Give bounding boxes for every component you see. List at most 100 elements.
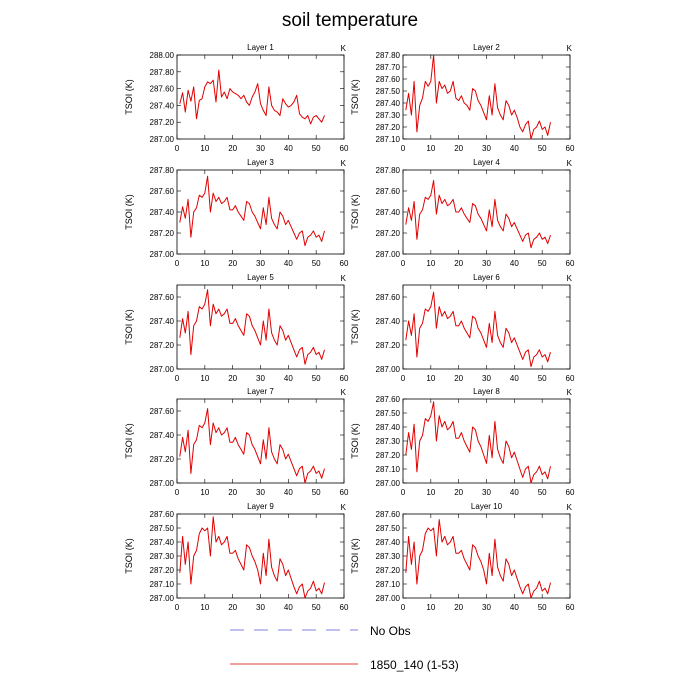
y-tick-label: 287.10 xyxy=(150,580,175,589)
x-tick-label: 40 xyxy=(510,259,519,268)
x-tick-label: 20 xyxy=(454,144,463,153)
x-tick-label: 60 xyxy=(566,144,575,153)
x-tick-label: 30 xyxy=(482,374,491,383)
x-tick-label: 60 xyxy=(340,603,349,612)
y-tick-label: 287.60 xyxy=(376,187,401,196)
y-tick-label: 287.50 xyxy=(376,87,401,96)
x-tick-label: 50 xyxy=(538,488,547,497)
y-tick-label: 287.40 xyxy=(150,208,175,217)
series-line xyxy=(405,54,551,140)
series-line xyxy=(405,180,551,249)
unit-label: K xyxy=(567,159,573,168)
y-tick-label: 287.40 xyxy=(376,208,401,217)
unit-label: K xyxy=(341,503,347,512)
y-tick-label: 287.60 xyxy=(150,407,175,416)
x-tick-label: 10 xyxy=(426,374,435,383)
unit-label: K xyxy=(341,44,347,53)
x-tick-label: 30 xyxy=(256,374,265,383)
y-tick-label: 287.00 xyxy=(376,250,401,259)
x-tick-label: 50 xyxy=(312,488,321,497)
x-tick-label: 50 xyxy=(538,259,547,268)
x-tick-label: 20 xyxy=(454,374,463,383)
y-tick-label: 287.80 xyxy=(376,51,401,60)
x-tick-label: 0 xyxy=(175,603,180,612)
x-tick-label: 10 xyxy=(200,144,209,153)
panel-title: Layer 10 xyxy=(471,502,503,511)
x-tick-label: 0 xyxy=(401,144,406,153)
panel-title: Layer 7 xyxy=(247,387,274,396)
y-tick-label: 287.60 xyxy=(150,293,175,302)
plot-frame xyxy=(176,398,345,484)
x-tick-label: 10 xyxy=(426,603,435,612)
panel-title: Layer 4 xyxy=(473,158,500,167)
y-tick-label: 287.00 xyxy=(150,594,175,603)
x-tick-label: 60 xyxy=(340,488,349,497)
x-tick-label: 60 xyxy=(340,374,349,383)
panel-title: Layer 8 xyxy=(473,387,500,396)
plot-frame xyxy=(176,284,345,370)
unit-label: K xyxy=(341,388,347,397)
panel-9: Layer 9 K 0 10 20 30 40 50 60 287.00 287.10 287.20 2… xyxy=(124,502,349,612)
x-tick-label: 50 xyxy=(538,603,547,612)
x-tick-label: 30 xyxy=(482,603,491,612)
x-tick-label: 10 xyxy=(426,259,435,268)
x-tick-label: 40 xyxy=(510,603,519,612)
x-tick-label: 60 xyxy=(340,144,349,153)
unit-label: K xyxy=(567,503,573,512)
y-tick-label: 287.40 xyxy=(376,538,401,547)
x-tick-label: 20 xyxy=(228,603,237,612)
y-tick-label: 287.20 xyxy=(376,229,401,238)
x-tick-label: 50 xyxy=(538,144,547,153)
y-axis-label: TSOI (K) xyxy=(124,538,134,574)
y-tick-label: 287.10 xyxy=(376,465,401,474)
unit-label: K xyxy=(567,274,573,283)
y-tick-label: 287.00 xyxy=(150,250,175,259)
y-axis-label: TSOI (K) xyxy=(350,79,360,115)
series-line xyxy=(405,291,551,368)
x-tick-label: 0 xyxy=(175,144,180,153)
unit-label: K xyxy=(567,44,573,53)
legend-no-obs-label: No Obs xyxy=(370,624,411,638)
x-tick-label: 20 xyxy=(228,374,237,383)
x-tick-label: 50 xyxy=(312,374,321,383)
x-tick-label: 20 xyxy=(454,488,463,497)
y-tick-label: 287.60 xyxy=(150,85,175,94)
y-tick-label: 287.30 xyxy=(376,552,401,561)
series-line xyxy=(405,519,551,599)
panel-grid: Layer 1 K 0 10 20 30 40 50 60 287.00 287.20 287.40 2… xyxy=(124,43,575,612)
y-tick-label: 287.60 xyxy=(376,293,401,302)
panel-1: Layer 1 K 0 10 20 30 40 50 60 287.00 287.20 287.40 2… xyxy=(124,43,349,153)
x-tick-label: 40 xyxy=(284,144,293,153)
x-tick-label: 50 xyxy=(538,374,547,383)
y-tick-label: 287.40 xyxy=(150,101,175,110)
x-tick-label: 0 xyxy=(401,259,406,268)
x-tick-label: 10 xyxy=(426,144,435,153)
x-tick-label: 60 xyxy=(566,259,575,268)
plot-frame xyxy=(402,513,571,599)
y-tick-label: 287.30 xyxy=(150,552,175,561)
x-tick-label: 10 xyxy=(200,374,209,383)
y-tick-label: 287.60 xyxy=(376,75,401,84)
y-tick-label: 287.40 xyxy=(376,317,401,326)
y-tick-label: 287.40 xyxy=(150,317,175,326)
panel-title: Layer 9 xyxy=(247,502,274,511)
x-tick-label: 40 xyxy=(510,144,519,153)
x-tick-label: 50 xyxy=(312,259,321,268)
x-tick-label: 40 xyxy=(284,603,293,612)
x-tick-label: 0 xyxy=(401,374,406,383)
x-tick-label: 0 xyxy=(175,488,180,497)
x-tick-label: 30 xyxy=(256,259,265,268)
y-tick-label: 287.30 xyxy=(376,111,401,120)
y-axis-label: TSOI (K) xyxy=(350,194,360,230)
x-tick-label: 60 xyxy=(340,259,349,268)
y-tick-label: 287.50 xyxy=(376,524,401,533)
series-line xyxy=(179,175,325,247)
panel-title: Layer 6 xyxy=(473,273,500,282)
x-tick-label: 50 xyxy=(312,144,321,153)
x-tick-label: 10 xyxy=(200,603,209,612)
series-line xyxy=(405,401,551,484)
legend-series-label: 1850_140 (1-53) xyxy=(370,658,459,672)
x-tick-label: 0 xyxy=(401,603,406,612)
panel-title: Layer 2 xyxy=(473,43,500,52)
